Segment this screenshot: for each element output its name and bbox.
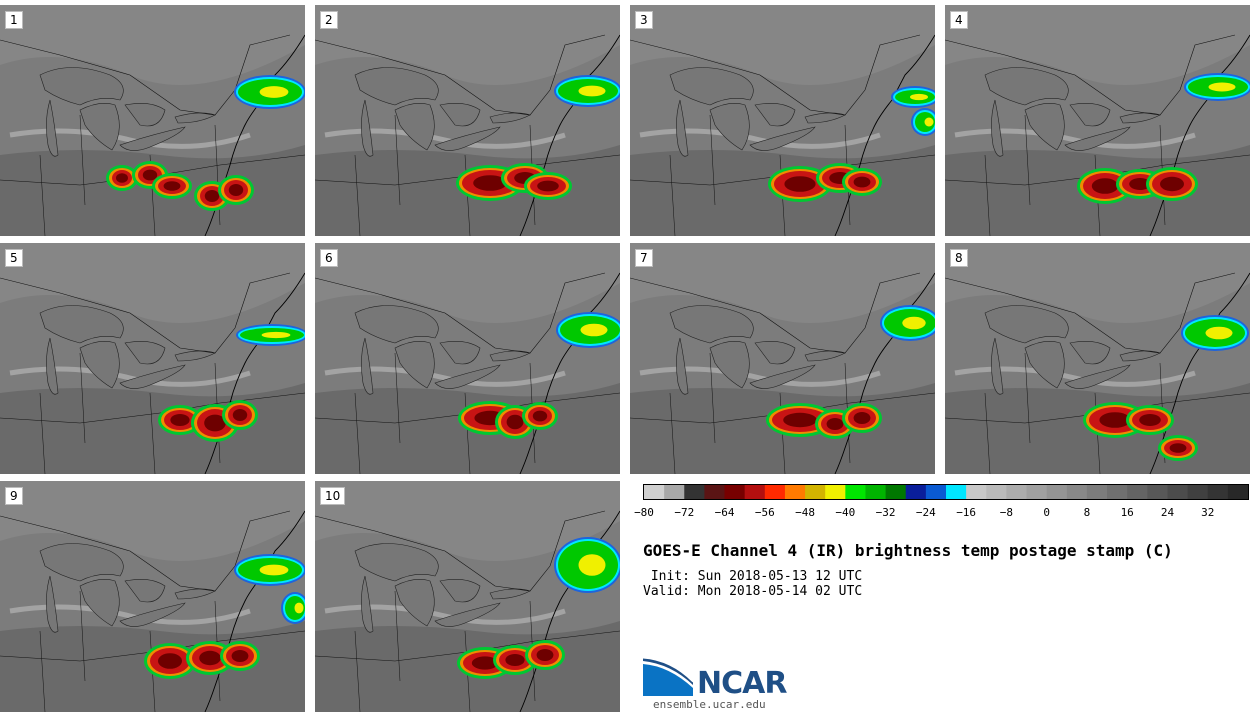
colorbar-tick-label: 32: [1201, 506, 1215, 519]
panel-number: 1: [5, 11, 23, 29]
panel-number: 6: [320, 249, 338, 267]
colorbar-tick-label: −8: [999, 506, 1014, 519]
map-panel-7: 7: [630, 243, 935, 474]
map-panel-8: 8: [945, 243, 1250, 474]
colorbar-segment: [1167, 485, 1189, 499]
map-panel-10: 10: [315, 481, 620, 712]
colorbar-tick-label: 16: [1120, 506, 1134, 519]
colorbar-segment: [1026, 485, 1048, 499]
panel-number: 3: [635, 11, 653, 29]
colorbar-segment: [664, 485, 685, 499]
colorbar-segment: [684, 485, 705, 499]
colorbar-segment: [825, 485, 846, 499]
panel-number: 4: [950, 11, 968, 29]
panel-number: 7: [635, 249, 653, 267]
colorbar-segment: [1086, 485, 1108, 499]
panel-number: 2: [320, 11, 338, 29]
colorbar-segment: [764, 485, 786, 499]
map-panel-3: 3: [630, 5, 935, 236]
colorbar-segment: [885, 485, 907, 499]
map-panel-2: 2: [315, 5, 620, 236]
valid-time: Valid: Mon 2018-05-14 02 UTC: [643, 584, 863, 599]
colorbar-segment: [966, 485, 987, 499]
colorbar-tick-label: 0: [1043, 506, 1050, 519]
panel-number: 5: [5, 249, 23, 267]
colorbar-segment: [865, 485, 887, 499]
colorbar-segment: [644, 485, 665, 499]
colorbar-segment: [1147, 485, 1168, 499]
colorbar-tick-label: −16: [956, 506, 977, 519]
colorbar-segment: [744, 485, 766, 499]
chart-title: GOES-E Channel 4 (IR) brightness temp po…: [643, 541, 1173, 560]
colorbar-segment: [1227, 485, 1249, 499]
colorbar-segment: [1107, 485, 1128, 499]
init-time: Init: Sun 2018-05-13 12 UTC: [643, 569, 863, 584]
colorbar-segment: [905, 485, 927, 499]
colorbar-tick-label: −72: [674, 506, 695, 519]
colorbar-segment: [1046, 485, 1068, 499]
map-panel-5: 5: [0, 243, 305, 474]
colorbar-segment: [805, 485, 826, 499]
colorbar-tick-label: −48: [795, 506, 815, 519]
colorbar-tick-label: −32: [875, 506, 896, 519]
colorbar-segment: [724, 485, 746, 499]
panel-number: 10: [320, 487, 346, 505]
colorbar-tick-label: −80: [634, 506, 654, 519]
colorbar-segment: [946, 485, 967, 499]
ncar-logo-text: NCAR: [697, 666, 787, 701]
colorbar-segment: [1207, 485, 1229, 499]
panel-number: 9: [5, 487, 23, 505]
colorbar-segment: [704, 485, 726, 499]
ensemble-url: ensemble.ucar.edu: [653, 698, 766, 711]
colorbar-tick-label: 8: [1083, 506, 1091, 519]
map-panel-6: 6: [315, 243, 620, 474]
colorbar-segment: [986, 485, 1007, 499]
colorbar-tick-label: −24: [915, 506, 936, 519]
colorbar-tick-label: 24: [1160, 506, 1175, 519]
map-panel-1: 1: [0, 5, 305, 236]
colorbar-tick-label: −56: [754, 506, 775, 519]
colorbar-segment: [1066, 485, 1088, 499]
ncar-logo-icon: [643, 656, 694, 696]
map-panel-9: 9: [0, 481, 305, 712]
colorbar: [643, 484, 1249, 500]
colorbar-segment: [845, 485, 866, 499]
colorbar-segment: [1127, 485, 1148, 499]
panel-number: 8: [950, 249, 968, 267]
colorbar-segment: [1006, 485, 1028, 499]
colorbar-segment: [784, 485, 806, 499]
map-panel-4: 4: [945, 5, 1250, 236]
colorbar-segment: [925, 485, 947, 499]
colorbar-segment: [1187, 485, 1209, 499]
colorbar-tick-label: −40: [835, 506, 856, 519]
colorbar-tick-label: −64: [714, 506, 735, 519]
